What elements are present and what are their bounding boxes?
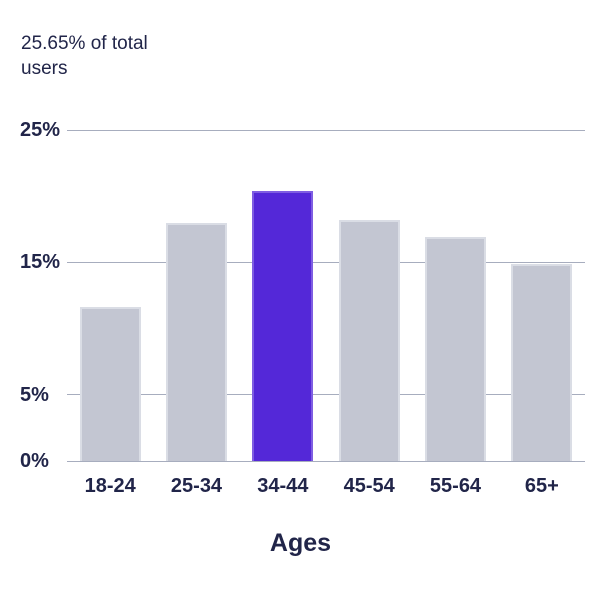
bar-25-34[interactable]: [166, 222, 227, 461]
x-axis-title: Ages: [269, 529, 332, 557]
y-axis-tick-label: 25%: [20, 119, 61, 141]
x-axis-tick-label: 65+: [524, 475, 559, 497]
bar-45-54[interactable]: [338, 220, 400, 461]
bar-65+[interactable]: [511, 263, 573, 461]
x-axis-tick-label: 34-44: [257, 475, 309, 497]
bar-34-44[interactable]: [252, 190, 314, 461]
gridline: [67, 460, 585, 462]
x-axis-tick-label: 55-64: [429, 475, 482, 497]
gridline: [67, 129, 585, 131]
bar-55-64[interactable]: [425, 237, 486, 461]
bar-18-24[interactable]: [79, 307, 141, 461]
x-axis-tick-label: 25-34: [170, 475, 223, 497]
plot-area: [67, 129, 585, 462]
y-axis-tick-label: 0%: [20, 450, 49, 472]
x-axis-tick-label: 45-54: [343, 475, 395, 497]
chart-title: 25.65% of total users: [21, 33, 148, 79]
gridline: [67, 394, 585, 396]
y-axis-tick-label: 15%: [20, 251, 61, 274]
y-axis-tick-label: 5%: [20, 383, 49, 406]
gridline: [67, 261, 585, 263]
x-axis-tick-label: 18-24: [84, 475, 136, 497]
